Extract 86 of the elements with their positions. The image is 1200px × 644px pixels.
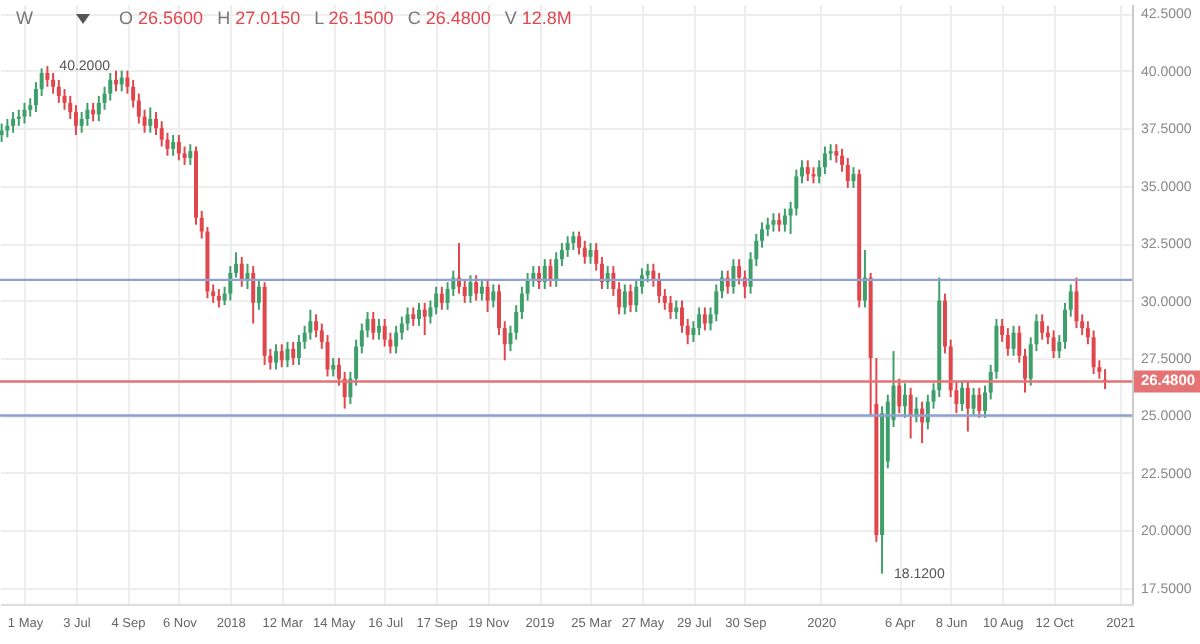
candlestick [371, 311, 376, 341]
candlestick [251, 265, 256, 325]
candlestick [1051, 329, 1056, 360]
candlestick [45, 65, 50, 88]
candlestick [159, 120, 164, 148]
candlestick [960, 380, 965, 412]
annotation: W [16, 8, 33, 28]
candlestick [474, 274, 479, 302]
candlestick [188, 143, 193, 166]
annotation: V 12.8M [504, 8, 572, 28]
candlestick [62, 88, 67, 111]
candlestick [468, 274, 473, 304]
candlestick [308, 308, 313, 341]
candlestick [376, 317, 381, 341]
candlestick [108, 71, 113, 102]
candlestick [73, 104, 78, 137]
candlestick [22, 101, 27, 125]
candlestick [11, 111, 16, 134]
candlestick [628, 283, 633, 314]
candlestick [977, 386, 982, 419]
candlestick [565, 235, 570, 258]
candlestick [571, 230, 576, 251]
candlestick [965, 380, 970, 433]
candlestick [0, 122, 4, 143]
candlestick [822, 145, 827, 176]
candlestick [291, 340, 296, 366]
candlestick [416, 301, 421, 327]
candlestick [554, 251, 559, 288]
candlestick [548, 258, 553, 288]
candlestick [274, 343, 279, 371]
candlestick [171, 134, 176, 157]
candlestick [256, 278, 261, 311]
candlestick [782, 207, 787, 233]
candlestick [971, 386, 976, 417]
candlestick [702, 306, 707, 332]
candlestick [622, 283, 627, 316]
candlestick [834, 143, 839, 164]
candlestick [296, 334, 301, 366]
candlestick [668, 294, 673, 320]
candlestick [411, 306, 416, 327]
candlestick [908, 386, 913, 440]
annotation: L 26.1500 [314, 8, 394, 28]
candlestick [582, 239, 587, 265]
candlestick [439, 285, 444, 311]
candlestick [382, 317, 387, 348]
annotation: O 26.5600 [119, 8, 204, 28]
candlestick [657, 271, 662, 304]
candlestick [56, 78, 61, 104]
candlestick [851, 166, 856, 189]
candlestick [331, 357, 336, 378]
candlestick [239, 255, 244, 288]
candlestick [79, 111, 84, 134]
candlestick [577, 230, 582, 256]
candlestick [1005, 327, 1010, 357]
candlestick [216, 288, 221, 309]
candlestick [771, 212, 776, 233]
candlestick [434, 285, 439, 316]
annotation: C 26.4800 [407, 8, 491, 28]
candlestick [697, 306, 702, 337]
candlestick [96, 94, 101, 123]
annotation: H 27.0150 [217, 8, 301, 28]
candlestick [1011, 324, 1016, 357]
candlestick [805, 159, 810, 183]
candlestick [405, 306, 410, 332]
candlestick [674, 299, 679, 320]
candlestick [51, 71, 56, 95]
candlestick [485, 278, 490, 314]
candlestick [845, 157, 850, 189]
candlestick [1091, 329, 1096, 376]
candlestick [479, 278, 484, 302]
candlestick [285, 340, 290, 369]
candlestick [1074, 276, 1079, 330]
candlestick [85, 101, 90, 127]
candlestick [731, 258, 736, 295]
candlestick [1040, 313, 1045, 341]
candlestick [897, 377, 902, 415]
candlestick [394, 324, 399, 355]
candlestick [422, 301, 427, 337]
candlestick [588, 242, 593, 265]
candlestick [279, 343, 284, 369]
candlestick [862, 248, 867, 309]
candlestick [148, 106, 153, 134]
candlestick [176, 134, 181, 162]
candlestick [902, 382, 907, 419]
candlestick [777, 212, 782, 233]
candlestick [491, 283, 496, 309]
